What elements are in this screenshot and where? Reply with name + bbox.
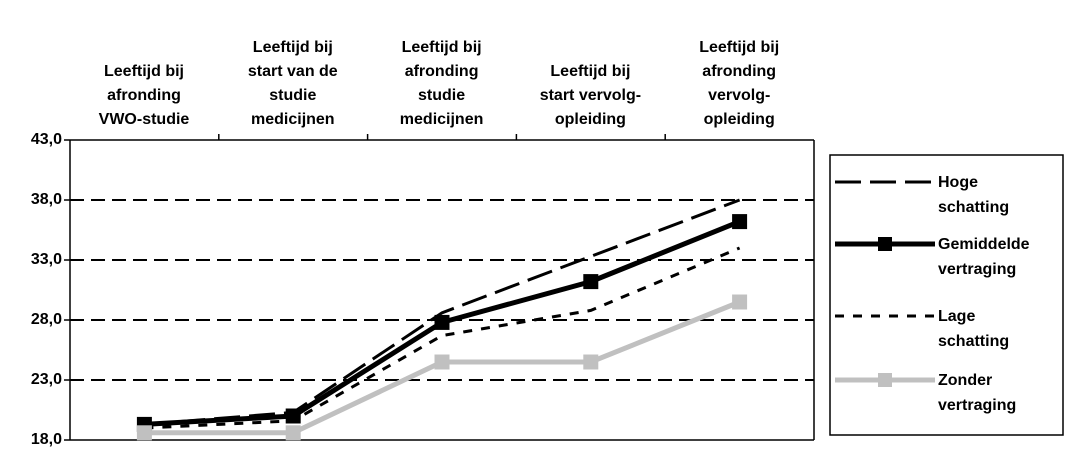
x-tick-label: Leeftijd bij start van de studie medicij… (247, 39, 338, 128)
x-tick-label: Leeftijd bij afronding VWO-studie (98, 63, 190, 128)
y-tick-label: 28,0 (31, 311, 62, 328)
y-tick-label: 18,0 (31, 431, 62, 448)
marker (732, 294, 748, 310)
marker (583, 354, 599, 370)
marker (136, 425, 152, 441)
marker (732, 214, 748, 230)
marker (583, 274, 599, 290)
legend-label: Zonder vertraging (938, 372, 1017, 414)
y-tick-label: 33,0 (31, 251, 62, 268)
y-tick-label: 23,0 (31, 371, 62, 388)
x-tick-label: Leeftijd bij start vervolg- opleiding (539, 63, 642, 128)
marker (434, 354, 450, 370)
y-tick-label: 38,0 (31, 191, 62, 208)
line-series (144, 246, 741, 430)
x-tick-label: Leeftijd bij afronding vervolg- opleidin… (699, 39, 780, 128)
y-tick-label: 43,0 (31, 131, 62, 148)
legend-label: Gemiddelde vertraging (938, 236, 1030, 278)
legend-label: Hoge schatting (938, 174, 1010, 216)
marker (434, 314, 450, 330)
legend-marker (878, 237, 892, 251)
legend-marker (878, 373, 892, 387)
legend-box (829, 154, 1064, 436)
legend-label: Lage schatting (938, 308, 1010, 350)
x-tick-label: Leeftijd bij afronding studie medicijnen (399, 39, 484, 128)
line-series (144, 198, 741, 426)
marker (285, 425, 301, 441)
